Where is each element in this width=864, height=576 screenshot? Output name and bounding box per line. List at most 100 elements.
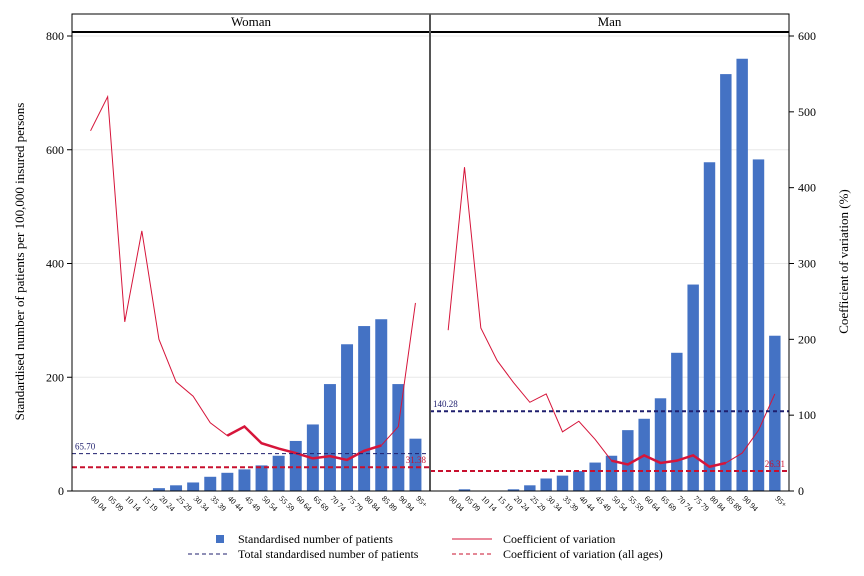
y-tick-label-right: 600 — [798, 29, 816, 43]
x-tick-label: 65 69 — [311, 494, 330, 513]
bar — [187, 482, 200, 491]
y-tick-label-left: 400 — [46, 257, 64, 271]
x-tick-label: 15 19 — [496, 494, 515, 513]
bar — [272, 455, 285, 491]
y-tick-label-right: 400 — [798, 181, 816, 195]
cv-line-significant — [611, 453, 727, 469]
bar — [358, 326, 371, 491]
x-tick-label: 40 44 — [226, 494, 245, 513]
y-tick-label-left: 600 — [46, 143, 64, 157]
x-tick-label: 45 49 — [594, 494, 613, 513]
bar — [671, 352, 683, 491]
x-tick-label: 50 54 — [610, 494, 629, 513]
y-tick-label-right: 500 — [798, 105, 816, 119]
legend-label-cv: Coefficient of variation — [503, 532, 615, 546]
bar — [458, 489, 471, 491]
bar — [323, 384, 336, 491]
y-tick-label-right: 100 — [798, 408, 816, 422]
legend-label-cv-all: Coefficient of variation (all ages) — [503, 547, 663, 561]
x-tick-label: 90 94 — [397, 494, 416, 513]
x-tick-label: 50 54 — [260, 494, 279, 513]
x-tick-label: 25 29 — [175, 494, 194, 513]
bar — [687, 284, 699, 491]
x-tick-label: 70 74 — [675, 494, 694, 513]
x-tick-label: 60 64 — [643, 494, 662, 513]
bar — [622, 430, 634, 491]
x-tick-label: 90 94 — [741, 494, 760, 513]
x-tick-label: 05 09 — [106, 494, 125, 513]
x-tick-label: 35 39 — [209, 494, 228, 513]
x-tick-label: 20 24 — [158, 494, 177, 513]
bar — [170, 485, 183, 491]
bar — [507, 489, 520, 491]
bar — [589, 462, 601, 491]
bar — [573, 471, 585, 491]
x-tick-label: 45 49 — [243, 494, 262, 513]
y-axis-title-right: Coefficient of variation (%) — [836, 189, 851, 334]
x-tick-label: 35 39 — [561, 494, 580, 513]
x-tick-label: 30 34 — [545, 494, 564, 513]
legend-label-total: Total standardised number of patients — [238, 547, 419, 561]
bar — [392, 384, 405, 491]
bar — [221, 472, 234, 491]
bar — [540, 478, 552, 491]
bar — [204, 476, 217, 491]
x-tick-label: 70 74 — [329, 494, 348, 513]
x-tick-label: 15 19 — [140, 494, 159, 513]
y-tick-label-left: 200 — [46, 370, 64, 384]
bar — [524, 485, 536, 491]
total-label: 65.70 — [75, 442, 96, 452]
y-tick-label-right: 200 — [798, 332, 816, 346]
x-tick-label: 55 59 — [277, 494, 296, 513]
cv-all-label: 31.38 — [406, 455, 427, 465]
x-tick-label: 40 44 — [577, 494, 596, 513]
x-tick-label: 80 84 — [708, 494, 727, 513]
bar — [556, 475, 569, 491]
bar — [654, 398, 667, 491]
x-tick-label: 85 89 — [380, 494, 399, 513]
cv-line-significant — [226, 425, 382, 462]
x-tick-label: 05 09 — [463, 494, 482, 513]
bar — [409, 438, 422, 491]
total-label: 140.28 — [433, 399, 458, 409]
bar — [769, 335, 781, 491]
y-tick-label-left: 0 — [58, 484, 64, 498]
legend-label-bars: Standardised number of patients — [238, 532, 393, 546]
bar — [605, 455, 618, 491]
bar — [375, 319, 388, 491]
y-axis-title-left: Standardised number of patients per 100,… — [12, 103, 27, 421]
y-tick-label-right: 0 — [798, 484, 804, 498]
bar — [152, 488, 165, 491]
bar — [341, 344, 354, 491]
x-tick-label: 95+ — [414, 494, 430, 510]
bar — [255, 465, 268, 491]
x-tick-label: 75 79 — [692, 494, 711, 513]
y-tick-label-left: 800 — [46, 29, 64, 43]
x-tick-label: 10 14 — [479, 494, 498, 513]
panel-title: Man — [598, 14, 622, 29]
x-tick-label: 25 29 — [528, 494, 547, 513]
bar — [703, 162, 716, 491]
x-tick-label: 20 24 — [512, 494, 531, 513]
x-tick-label: 95+ — [773, 494, 789, 510]
x-tick-label: 00 04 — [89, 494, 108, 513]
legend-swatch-bars — [216, 535, 224, 543]
bar — [752, 159, 765, 491]
y-tick-label-right: 300 — [798, 257, 816, 271]
x-tick-label: 80 84 — [363, 494, 382, 513]
bar — [289, 440, 302, 491]
cv-all-label: 26.31 — [765, 459, 785, 469]
x-tick-label: 00 04 — [447, 494, 466, 513]
legend: Standardised number of patients Coefficie… — [188, 532, 663, 561]
x-tick-label: 75 79 — [346, 494, 365, 513]
x-tick-label: 30 34 — [192, 494, 211, 513]
bar — [736, 58, 748, 491]
x-tick-label: 10 14 — [123, 494, 142, 513]
bar — [720, 74, 732, 491]
x-tick-label: 85 89 — [724, 494, 743, 513]
panel-title: Woman — [231, 14, 272, 29]
x-tick-label: 55 59 — [626, 494, 645, 513]
x-tick-label: 65 69 — [659, 494, 678, 513]
